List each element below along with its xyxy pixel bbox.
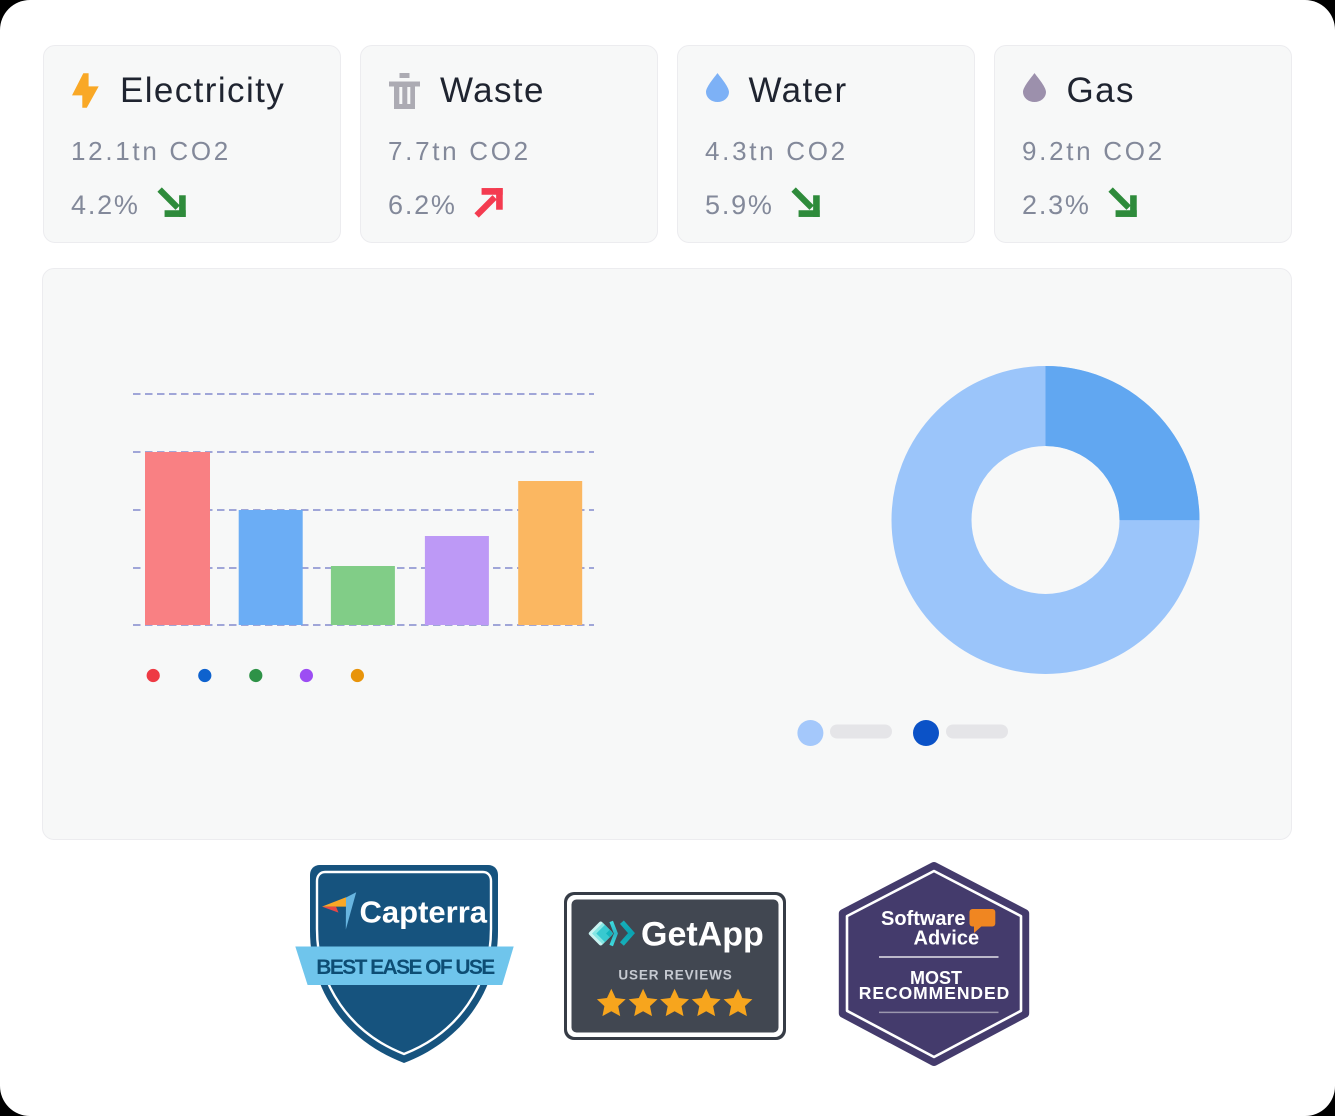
svg-text:Advice: Advice [914, 928, 980, 950]
svg-text:BEST EASE OF USE: BEST EASE OF USE [316, 956, 495, 979]
svg-text:USER REVIEWS: USER REVIEWS [618, 968, 732, 983]
svg-text:MOST: MOST [910, 968, 962, 988]
svg-text:Software: Software [881, 908, 965, 930]
svg-text:RECOMMENDED: RECOMMENDED [859, 983, 1010, 1003]
svg-text:Capterra: Capterra [360, 895, 488, 930]
svg-text:GetApp: GetApp [641, 915, 764, 953]
